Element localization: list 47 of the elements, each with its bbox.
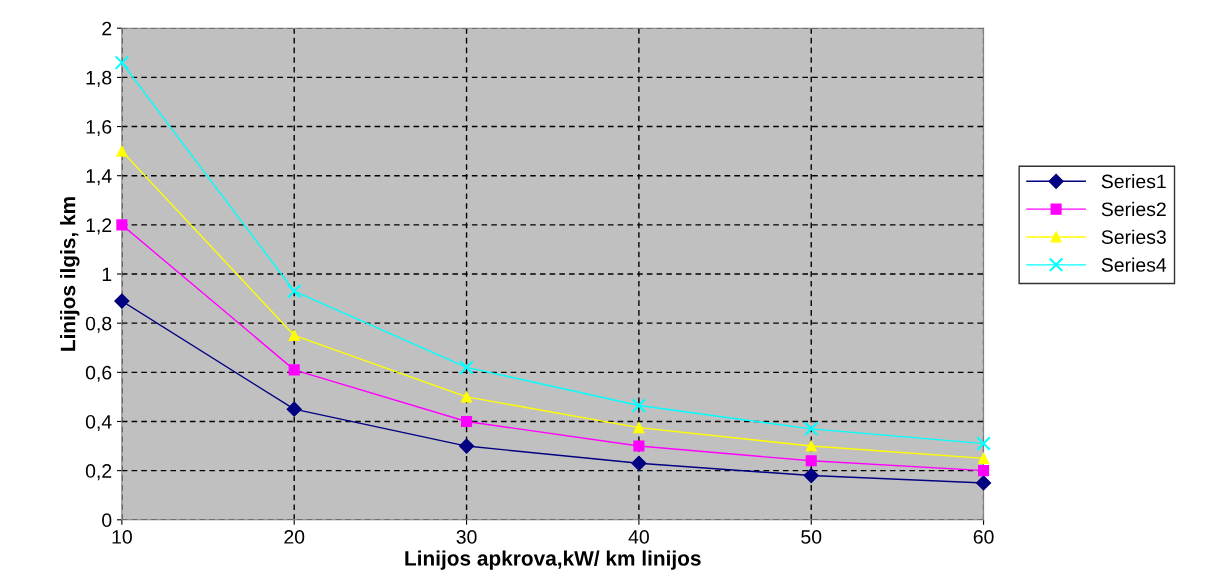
point — [978, 465, 990, 477]
x-tick-label: 20 — [284, 530, 305, 544]
y-tick-label: 1,8 — [86, 70, 112, 87]
legend-label: Series4 — [1101, 257, 1167, 272]
y-tick-label: 1,6 — [86, 120, 112, 137]
point — [286, 401, 302, 417]
legend-label: Series2 — [1101, 201, 1166, 217]
y-axis-title: Linijos ilgis, km — [60, 197, 80, 351]
point — [288, 364, 300, 376]
point — [975, 475, 992, 491]
x-tick-label: 30 — [456, 530, 477, 544]
x-tick-label: 40 — [628, 530, 649, 544]
point — [633, 422, 645, 434]
point — [803, 421, 819, 437]
point — [114, 55, 130, 70]
y-tick-label: 0,6 — [85, 365, 112, 382]
x-axis-title: Linijos apkrova,kW/ km linijos — [405, 550, 701, 570]
point — [458, 438, 475, 454]
point — [459, 360, 474, 375]
y-tick-label: 0,4 — [85, 414, 112, 432]
point — [803, 467, 819, 484]
legend-label: Series1 — [1101, 174, 1166, 189]
point — [460, 391, 473, 403]
y-tick-label: 1,2 — [86, 218, 112, 235]
point — [288, 329, 300, 342]
y-tick-label: 1,4 — [86, 169, 112, 186]
y-tick-label: 1 — [102, 267, 112, 282]
point — [805, 455, 817, 467]
x-tick-label: 10 — [112, 530, 132, 544]
point — [116, 219, 128, 231]
point — [805, 440, 817, 452]
point — [631, 398, 647, 413]
y-tick-label: 0,8 — [85, 316, 112, 333]
y-tick-label: 2 — [102, 21, 112, 36]
point — [114, 293, 130, 309]
point — [631, 455, 647, 471]
point — [460, 415, 473, 428]
point — [978, 452, 990, 464]
legend-label: Series3 — [1101, 229, 1166, 244]
point — [116, 145, 128, 157]
x-tick-label: 50 — [801, 530, 822, 544]
y-tick-label: 0 — [102, 513, 112, 528]
point — [633, 440, 645, 452]
x-tick-label: 60 — [973, 530, 994, 544]
point — [976, 436, 991, 451]
point — [286, 283, 302, 299]
y-tick-label: 0,2 — [85, 464, 112, 481]
